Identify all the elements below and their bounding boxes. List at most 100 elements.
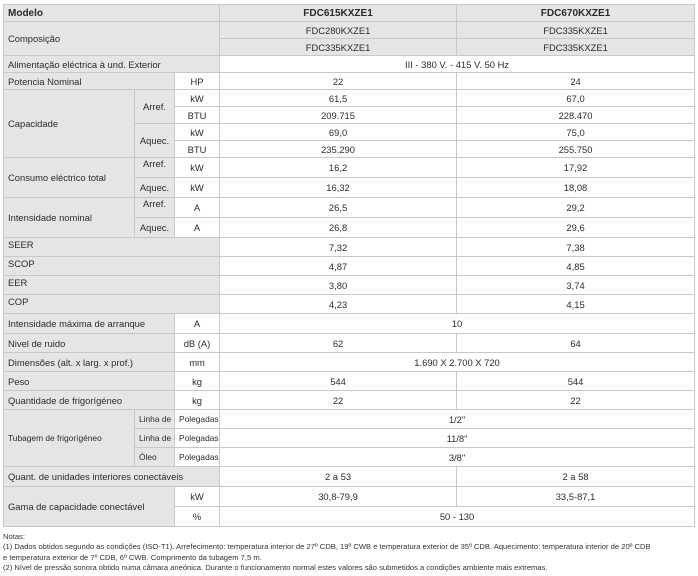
cop-label: COP — [2, 294, 221, 314]
noise-unit: dB (A) — [173, 333, 221, 353]
noise-label: Nivel de ruido — [3, 333, 175, 353]
capacity-label: Capacidade — [3, 89, 135, 158]
capacity-heating-kw-m1: 69,0 — [219, 123, 458, 141]
current-row: Aquec. A 26,8 29,6 — [4, 217, 696, 238]
power-supply-value: III - 380 V. - 415 V. 50 Hz — [219, 55, 696, 73]
consumption-cooling-m2: 17,92 — [456, 157, 696, 178]
note-2: (2) Nível de pressão sonora obtido numa … — [3, 562, 548, 572]
max-current-unit: A — [173, 313, 221, 334]
refrigerant-m2: 22 — [456, 390, 696, 410]
power-supply-row: Alimentação eléctrica à und. Exterior II… — [2, 55, 696, 73]
scop-m1: 4,87 — [219, 256, 458, 276]
noise-m2: 64 — [456, 333, 696, 353]
eer-m2: 3,74 — [456, 275, 696, 295]
capacity-cooling-btu-unit: BTU — [173, 106, 221, 124]
consumption-heating-label: Aquec. — [134, 177, 175, 198]
weight-row: Peso kg 544 544 — [3, 371, 696, 391]
header-row: Modelo FDC615KXZE1 FDC670KXZE1 — [2, 4, 696, 22]
capacity-range-kw-m2: 33,5-87,1 — [456, 486, 696, 507]
dimensions-unit: mm — [173, 352, 221, 372]
indoor-units-label: Quant. de unidades interiores conectávei… — [2, 466, 221, 487]
capacity-range-kw-m1: 30,8-79,9 — [219, 486, 458, 507]
piping-oil-unit: Polegadas — [173, 447, 221, 467]
capacity-heating-label: Aquec. — [134, 123, 175, 158]
consumption-label: Consumo eléctrico total — [3, 157, 135, 198]
consumption-heating-m2: 18,08 — [456, 177, 696, 198]
composition-label: Composição — [2, 21, 221, 56]
capacity-heating-btu-m2: 255.750 — [456, 140, 696, 158]
seer-m1: 7,32 — [219, 237, 458, 257]
piping-liquid-label: Linha de líquido — [134, 409, 175, 429]
consumption-cooling-label: Arref. — [134, 157, 175, 178]
capacity-row: Capacidade Arref. kW 61,5 67,0 — [3, 89, 696, 158]
current-label: Intensidade nominal — [3, 197, 135, 238]
nominal-power-row: Potencia Nominal HP 22 24 — [3, 72, 696, 90]
current-cooling-unit: A — [173, 197, 221, 218]
notes-title: Notas: — [3, 532, 25, 541]
nominal-power-unit: HP — [173, 72, 221, 90]
consumption-cooling-m1: 16,2 — [219, 157, 458, 178]
capacity-range-pct-unit: % — [173, 506, 221, 527]
composition-row: Composição FDC280KXZE1 FDC335KXZE1 — [2, 21, 696, 56]
indoor-units-m2: 2 a 58 — [456, 466, 696, 487]
capacity-cooling-kw-m1: 61,5 — [219, 89, 458, 107]
capacity-row: Aquec. kW 69,0 75,0 — [4, 123, 696, 158]
nominal-power-label: Potencia Nominal — [3, 72, 175, 90]
capacity-cooling-kw-unit: kW — [173, 89, 221, 107]
nominal-power-m1: 22 — [219, 72, 458, 90]
note-1-continued: e temperatura exterior de 7º CDB, 6º CWB… — [3, 552, 262, 562]
capacity-heating-btu-unit: BTU — [173, 140, 221, 158]
piping-liquid-value: 1/2" — [219, 409, 696, 429]
capacity-range-label: Gama de capacidade conectável — [3, 486, 175, 527]
capacity-heating-btu-m1: 235.290 — [219, 140, 458, 158]
capacity-cooling-label: Arref. — [134, 89, 175, 124]
refrigerant-row: Quantidade de frigorígéneo kg 22 22 — [3, 390, 696, 410]
refrigerant-m1: 22 — [219, 390, 458, 410]
eer-label: EER — [2, 275, 221, 295]
eer-m1: 3,80 — [219, 275, 458, 295]
dimensions-row: Dimensões (alt. x larg. x prof.) mm 1.69… — [3, 352, 696, 372]
piping-gas-unit: Polegadas — [173, 428, 221, 448]
cop-m2: 4,15 — [456, 294, 696, 314]
seer-m2: 7,38 — [456, 237, 696, 257]
model-2-header: FDC670KXZE1 — [456, 4, 696, 22]
max-current-value: 10 — [219, 313, 696, 334]
scop-label: SCOP — [2, 256, 221, 276]
weight-label: Peso — [3, 371, 175, 391]
current-cooling-m2: 29,2 — [456, 197, 696, 218]
consumption-cooling-unit: kW — [173, 157, 221, 178]
max-current-row: Intensidade máxima de arranque A 10 — [3, 313, 696, 334]
current-heating-m1: 26,8 — [219, 217, 458, 238]
consumption-heating-unit: kW — [173, 177, 221, 198]
piping-row: Óleo Polegadas 3/8" — [4, 447, 696, 467]
capacity-heating-kw-unit: kW — [173, 123, 221, 141]
capacity-range-kw-unit: kW — [173, 486, 221, 507]
notes: Notas: (1) Dados obtidos segundo as cond… — [3, 532, 695, 573]
max-current-label: Intensidade máxima de arranque — [3, 313, 175, 334]
model-header-label: Modelo — [2, 4, 221, 22]
note-1: (1) Dados obtidos segundo as condições (… — [3, 542, 651, 552]
seer-label: SEER — [2, 237, 221, 257]
consumption-heating-m1: 16,32 — [219, 177, 458, 198]
piping-label: Tubagem de frigorígéneo — [3, 409, 135, 467]
power-supply-label: Alimentação eléctrica à und. Exterior — [2, 55, 221, 73]
current-cooling-label: Arref. — [134, 197, 175, 218]
indoor-units-m1: 2 a 53 — [219, 466, 458, 487]
weight-unit: kg — [173, 371, 221, 391]
nominal-power-m2: 24 — [456, 72, 696, 90]
capacity-range-row: % 50 - 130 — [4, 506, 696, 527]
current-heating-label: Aquec. — [134, 217, 175, 238]
current-row: Intensidade nominal Arref. A 26,5 29,2 — [3, 197, 696, 238]
scop-m2: 4,85 — [456, 256, 696, 276]
piping-gas-label: Linha de gás — [134, 428, 175, 448]
piping-liquid-unit: Polegadas — [173, 409, 221, 429]
piping-row: Linha de gás Polegadas 11/8" — [4, 428, 696, 448]
composition-m2-unit-1: FDC335KXZE1 — [456, 21, 696, 39]
piping-gas-value: 11/8" — [219, 428, 696, 448]
noise-m1: 62 — [219, 333, 458, 353]
capacity-range-row: Gama de capacidade conectável kW 30,8-79… — [3, 486, 696, 527]
capacity-heating-kw-m2: 75,0 — [456, 123, 696, 141]
weight-m1: 544 — [219, 371, 458, 391]
model-1-header: FDC615KXZE1 — [219, 4, 458, 22]
dimensions-value: 1.690 X 2.700 X 720 — [219, 352, 696, 372]
